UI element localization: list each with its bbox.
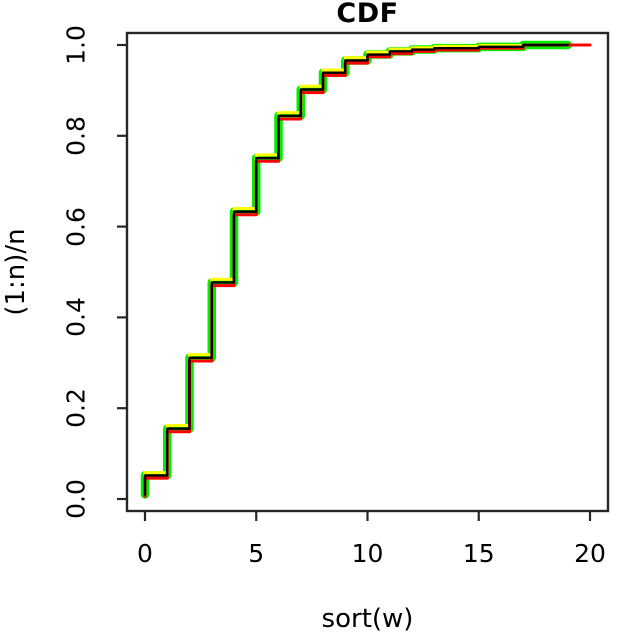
cdf-step-line-yellow <box>143 43 570 494</box>
x-tick-label: 0 <box>137 539 153 568</box>
y-tick-label: 0.8 <box>61 115 91 156</box>
x-axis-title: sort(w) <box>321 604 414 634</box>
plot-box <box>125 31 610 513</box>
cdf-step-line-green <box>140 40 572 499</box>
y-tick-label: 0.6 <box>61 206 91 247</box>
x-tick-label: 20 <box>574 539 606 568</box>
y-axis-title: (1:n)/n <box>1 228 31 316</box>
y-tick-label: 0.2 <box>61 388 91 429</box>
y-tick-label: 0.4 <box>61 297 91 338</box>
y-tick-label: 1.0 <box>61 25 91 65</box>
x-tick-label: 5 <box>248 539 265 568</box>
cdf-step-line-red <box>143 43 592 498</box>
x-tick-label: 10 <box>351 539 384 568</box>
chart-title: CDF <box>336 0 399 29</box>
cdf-step-line-black <box>143 43 569 496</box>
y-tick-label: 0.0 <box>61 479 91 519</box>
x-tick-label: 15 <box>462 539 495 568</box>
